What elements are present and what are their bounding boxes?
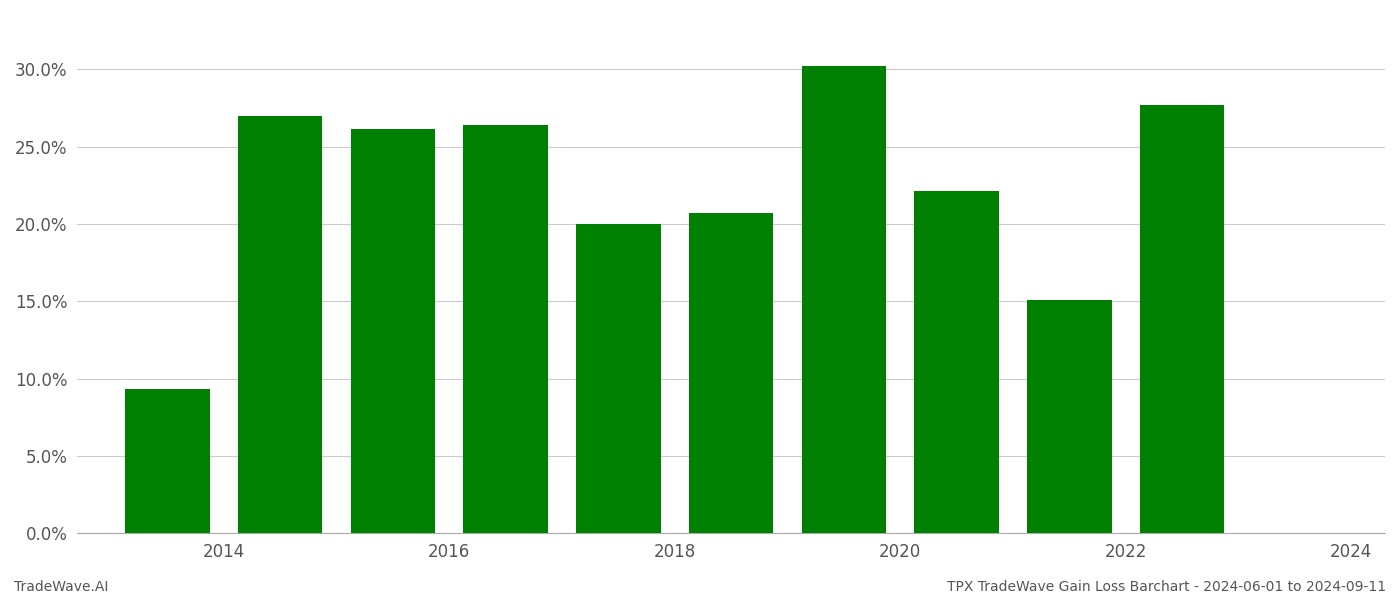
Bar <box>802 66 886 533</box>
Bar <box>1028 299 1112 533</box>
Bar <box>914 191 998 533</box>
Bar <box>1140 105 1225 533</box>
Bar <box>238 116 322 533</box>
Bar <box>689 213 773 533</box>
Text: TPX TradeWave Gain Loss Barchart - 2024-06-01 to 2024-09-11: TPX TradeWave Gain Loss Barchart - 2024-… <box>946 580 1386 594</box>
Text: TradeWave.AI: TradeWave.AI <box>14 580 108 594</box>
Bar <box>350 130 435 533</box>
Bar <box>125 389 210 533</box>
Bar <box>575 224 661 533</box>
Bar <box>463 125 547 533</box>
